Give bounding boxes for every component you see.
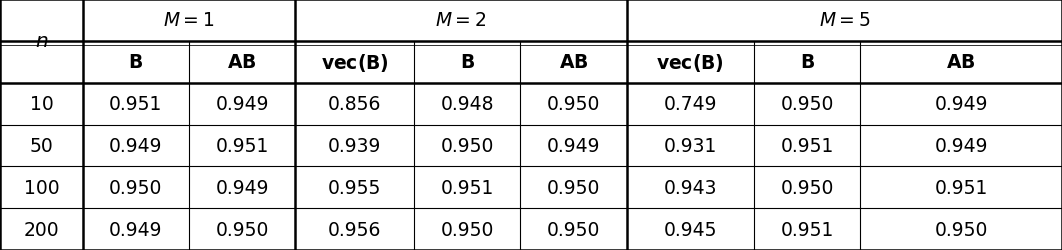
Text: 100: 100 (23, 178, 59, 197)
Text: 0.950: 0.950 (441, 220, 494, 239)
Text: 0.943: 0.943 (664, 178, 717, 197)
Text: 0.950: 0.950 (781, 95, 834, 114)
Text: 0.950: 0.950 (935, 220, 988, 239)
Text: 0.950: 0.950 (216, 220, 269, 239)
Text: $\mathbf{AB}$: $\mathbf{AB}$ (559, 53, 588, 72)
Text: 10: 10 (30, 95, 53, 114)
Text: $\mathbf{B}$: $\mathbf{B}$ (460, 53, 475, 72)
Text: 0.949: 0.949 (547, 136, 600, 155)
Text: $\mathbf{vec(B)}$: $\mathbf{vec(B)}$ (321, 52, 389, 74)
Text: 0.948: 0.948 (441, 95, 494, 114)
Text: 0.950: 0.950 (109, 178, 162, 197)
Text: 0.945: 0.945 (664, 220, 717, 239)
Text: 0.951: 0.951 (216, 136, 269, 155)
Text: $M = 5$: $M = 5$ (819, 11, 870, 30)
Text: 0.951: 0.951 (109, 95, 162, 114)
Text: $\mathbf{B}$: $\mathbf{B}$ (800, 53, 815, 72)
Text: 0.950: 0.950 (547, 220, 600, 239)
Text: $\mathbf{B}$: $\mathbf{B}$ (129, 53, 143, 72)
Text: 0.951: 0.951 (441, 178, 494, 197)
Text: 0.950: 0.950 (441, 136, 494, 155)
Text: 0.949: 0.949 (935, 95, 988, 114)
Text: 0.949: 0.949 (935, 136, 988, 155)
Text: 50: 50 (30, 136, 53, 155)
Text: $\mathbf{AB}$: $\mathbf{AB}$ (946, 53, 976, 72)
Text: $\mathbf{AB}$: $\mathbf{AB}$ (227, 53, 257, 72)
Text: 0.951: 0.951 (781, 136, 834, 155)
Text: $n$: $n$ (35, 32, 48, 51)
Text: 0.939: 0.939 (328, 136, 381, 155)
Text: 0.949: 0.949 (216, 178, 269, 197)
Text: 0.949: 0.949 (109, 220, 162, 239)
Text: 200: 200 (23, 220, 59, 239)
Text: 0.931: 0.931 (664, 136, 717, 155)
Text: 0.950: 0.950 (547, 178, 600, 197)
Text: $M = 2$: $M = 2$ (435, 11, 486, 30)
Text: 0.950: 0.950 (781, 178, 834, 197)
Text: 0.951: 0.951 (781, 220, 834, 239)
Text: 0.949: 0.949 (216, 95, 269, 114)
Text: 0.950: 0.950 (547, 95, 600, 114)
Text: $M = 1$: $M = 1$ (164, 11, 215, 30)
Text: 0.956: 0.956 (328, 220, 381, 239)
Text: 0.951: 0.951 (935, 178, 988, 197)
Text: 0.949: 0.949 (109, 136, 162, 155)
Text: $\mathbf{vec(B)}$: $\mathbf{vec(B)}$ (656, 52, 724, 74)
Text: 0.955: 0.955 (328, 178, 381, 197)
Text: 0.749: 0.749 (664, 95, 717, 114)
Text: 0.856: 0.856 (328, 95, 381, 114)
